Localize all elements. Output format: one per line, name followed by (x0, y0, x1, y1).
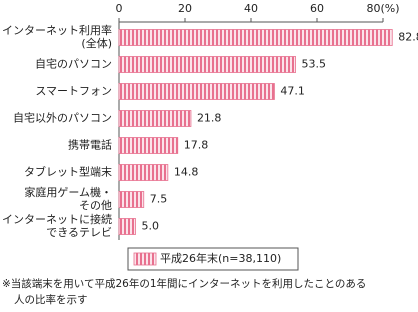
category-label: タブレット型端末 (24, 165, 112, 179)
bar (118, 218, 136, 235)
value-label: 5.0 (142, 220, 160, 233)
category-label: スマートフォン (35, 85, 112, 98)
category-label: インターネットに接続できるテレビ (2, 212, 112, 239)
category-label: 自宅のパソコン (35, 57, 112, 71)
value-label: 82.8 (398, 31, 418, 44)
category-label: 自宅以外のパソコン (13, 111, 112, 125)
bar (118, 29, 393, 46)
x-tick-label: 60 (310, 2, 324, 15)
value-label: 14.8 (174, 166, 199, 179)
x-tick-label: 40 (244, 2, 258, 15)
legend-label: 平成26年末(n=38,110) (160, 251, 281, 265)
value-label: 47.1 (280, 85, 305, 98)
x-tick-label: 80(%) (366, 2, 399, 15)
bar (118, 137, 179, 154)
bar (118, 83, 275, 100)
value-label: 53.5 (302, 58, 327, 71)
footnote: 人の比率を示す (14, 293, 88, 306)
value-label: 7.5 (150, 193, 168, 206)
category-label: 携帯電話 (68, 138, 112, 152)
bar (118, 56, 296, 73)
bar (118, 164, 169, 181)
footnote: ※当該端末を用いて平成26年の1年間にインターネットを利用したことのある (2, 277, 366, 290)
category-label: 家庭用ゲーム機・その他 (24, 185, 112, 212)
bar (118, 110, 192, 127)
legend-box (127, 247, 299, 271)
x-tick-label: 0 (116, 2, 123, 15)
legend-swatch (133, 252, 157, 266)
value-label: 17.8 (184, 139, 209, 152)
bar (118, 191, 145, 208)
x-tick-label: 20 (178, 2, 192, 15)
value-label: 21.8 (197, 112, 222, 125)
category-label: インターネット利用率(全体) (2, 23, 112, 50)
